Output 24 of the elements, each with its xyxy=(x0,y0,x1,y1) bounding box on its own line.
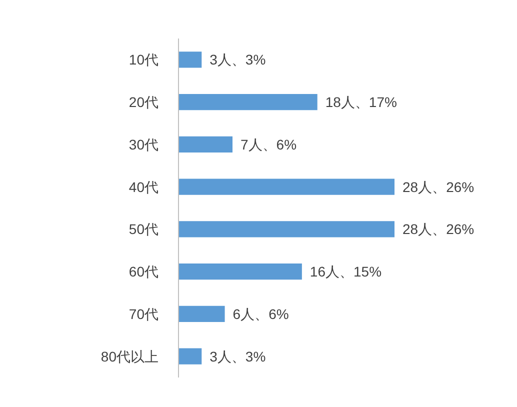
data-label: 3人、3% xyxy=(210,52,266,68)
data-label: 3人、3% xyxy=(210,348,266,364)
data-label: 28人、26% xyxy=(402,178,474,195)
bar xyxy=(178,178,394,195)
y-tick-label: 20代 xyxy=(128,94,159,110)
data-label: 7人、6% xyxy=(240,136,297,152)
bar xyxy=(178,221,394,238)
y-tick-label: 40代 xyxy=(128,178,159,195)
bar xyxy=(178,264,302,280)
data-label: 6人、6% xyxy=(232,306,289,322)
bar xyxy=(178,136,232,152)
y-tick-label: 70代 xyxy=(128,306,159,322)
data-label: 16人、15% xyxy=(310,264,382,280)
y-tick-label: 10代 xyxy=(128,52,159,68)
y-tick-label: 50代 xyxy=(128,221,159,238)
bar xyxy=(178,52,202,68)
y-tick-label: 30代 xyxy=(128,136,159,152)
data-label: 28人、26% xyxy=(402,221,474,238)
bar xyxy=(178,306,225,322)
data-label: 18人、17% xyxy=(325,94,397,110)
y-tick-label: 80代以上 xyxy=(100,348,159,364)
y-tick-label: 60代 xyxy=(128,264,159,280)
bar xyxy=(178,348,202,364)
bar xyxy=(178,94,318,110)
